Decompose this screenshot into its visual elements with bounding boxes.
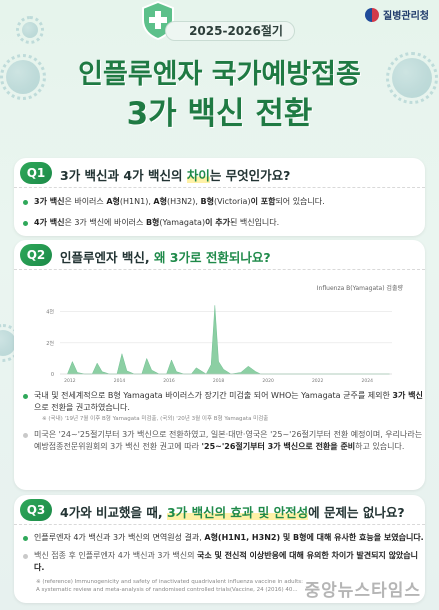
bullet-text: (H3N2), <box>166 197 201 206</box>
q3-question: 4가와 비교했을 때, 3가 백신의 효과 및 안전성에 문제는 없나요? <box>60 502 405 521</box>
virus-decoration-icon <box>0 54 46 100</box>
chart-x-tick-label: 2024 <box>361 378 373 384</box>
q1-badge: Q1 <box>20 162 52 184</box>
chart-x-tick-label: 2014 <box>114 378 126 384</box>
bullet-text: 하고 있습니다. <box>355 442 405 451</box>
chart-area-series <box>67 305 390 375</box>
bullet-text: 인플루엔자 4가 백신과 3가 백신의 면역원성 결과, <box>34 533 205 542</box>
bullet-text: (H1N1), <box>119 197 154 206</box>
chart-legend: Influenza B(Yamagata) 검출량 <box>316 285 403 292</box>
chart-y-tick-label: 2천 <box>46 340 54 347</box>
q1-bullet-1: 3가 백신은 바이러스 A형(H1N1), A형(H3N2), B형(Victo… <box>14 196 425 208</box>
season-badge: 2025-2026절기 <box>165 21 295 41</box>
q3-question-highlight: 3가 백신의 효과 및 안전성 <box>167 505 309 520</box>
q2-bullet-1: 국내 및 전세계적으로 B형 Yamagata 바이러스가 장기간 미검출 되어… <box>14 390 425 414</box>
chart-x-tick-label: 2012 <box>64 378 76 384</box>
chart-x-tick-label: 2016 <box>163 378 175 384</box>
bullet-bold: A형 <box>153 197 167 206</box>
q2-header: Q2 인플루엔자 백신, 왜 3가로 전환되나요? <box>14 240 425 270</box>
chart-x-tick-label: 2018 <box>213 378 225 384</box>
bullet-text: 은 3가 백신에 바이러스 <box>64 218 146 227</box>
q3-reference: ※ (reference) Immunogenicity and safety … <box>36 578 346 594</box>
bullet-text: 미국은 '24~'25절기부터 3가 백신으로 전환하였고, 일본·대만·영국은… <box>34 430 423 451</box>
bullet-bold: B형 <box>200 197 214 206</box>
chart-x-tick-label: 2022 <box>312 378 324 384</box>
q3-bullet-1: 인플루엔자 4가 백신과 3가 백신의 면역원성 결과, A형(H1N1, H3… <box>14 532 425 544</box>
q3-header: Q3 4가와 비교했을 때, 3가 백신의 효과 및 안전성에 문제는 없나요? <box>14 495 425 525</box>
bullet-text: 된 백신입니다. <box>229 218 280 227</box>
bullet-bold: 이 포함 <box>250 197 276 206</box>
q3-card: Q3 4가와 비교했을 때, 3가 백신의 효과 및 안전성에 문제는 없나요?… <box>14 495 425 603</box>
yamagata-chart: 0 2천 4천 2012 2014 2016 2018 2020 2022 2024 <box>46 305 392 384</box>
bullet-bold: '25~'26절기부터 3가 백신으로 전환을 준비 <box>201 442 356 451</box>
chart-x-tick-label: 2020 <box>262 378 274 384</box>
q1-question-part: 3가 백신과 4가 백신의 <box>60 168 187 183</box>
chart-y-tick-label: 4천 <box>46 309 54 316</box>
q3-bullet-2: 백신 접종 후 인플루엔자 4가 백신과 3가 백신의 국소 및 전신적 이상반… <box>14 550 425 574</box>
bullet-bold: B형 <box>145 218 160 227</box>
bullet-bold: 국소 및 전신적 이상반응에 대해 유의한 차이가 발견되지 않았습니다. <box>34 551 419 572</box>
chart-y-tick-label: 0 <box>51 372 54 378</box>
virus-decoration-icon <box>16 16 44 44</box>
logo-text: 질병관리청 <box>383 11 429 22</box>
q1-header: Q1 3가 백신과 4가 백신의 차이는 무엇인가요? <box>14 158 425 188</box>
q1-question-part: 는 무엇인가요? <box>209 168 291 183</box>
q3-badge: Q3 <box>20 499 52 521</box>
bullet-text: 으로 전환을 권고하였습니다. <box>34 403 130 412</box>
bullet-bold: 4가 백신 <box>34 218 65 227</box>
bullet-bold: A형(H1N1, H3N2) 및 B형에 대해 유사한 효능을 보였습니다. <box>204 533 424 542</box>
bullet-bold: A형 <box>106 197 120 206</box>
bullet-text: (Yamagata) <box>159 218 206 227</box>
q1-bullet-2: 4가 백신은 3가 백신에 바이러스 B형(Yamagata)이 추가된 백신입… <box>14 217 425 229</box>
q3-question-part: 에 문제는 없나요? <box>308 505 405 520</box>
q1-question-highlight: 차이 <box>186 168 210 183</box>
q2-question-part: 인플루엔자 백신, <box>60 250 154 265</box>
virus-decoration-icon <box>386 52 438 104</box>
bullet-text: 되어 있습니다. <box>275 197 325 206</box>
bullet-text: (Victoria) <box>213 197 251 206</box>
kdca-logo: 질병관리청 <box>365 7 429 22</box>
q2-badge: Q2 <box>20 244 52 266</box>
page-title-line2: 3가 백신 전환 <box>126 96 313 132</box>
reference-line-2: A systematic review and meta-analysis of… <box>36 587 298 593</box>
bullet-bold: 이 추가 <box>205 218 230 227</box>
q1-card: Q1 3가 백신과 4가 백신의 차이는 무엇인가요? 3가 백신은 바이러스 … <box>14 158 425 236</box>
reference-line-1: ※ (reference) Immunogenicity and safety … <box>36 579 304 585</box>
bullet-text: 백신 접종 후 인플루엔자 4가 백신과 3가 백신의 <box>34 551 198 560</box>
page-title-line1: 인플루엔자 국가예방접종 <box>78 59 361 90</box>
q3-question-part: 4가와 비교했을 때, <box>60 505 168 520</box>
bullet-bold: 3가 백신 <box>34 197 65 206</box>
bullet-text: 은 바이러스 <box>64 197 107 206</box>
q2-question-highlight: 왜 3가로 전환되나요? <box>153 250 271 265</box>
q1-question: 3가 백신과 4가 백신의 차이는 무엇인가요? <box>60 165 290 184</box>
q2-question: 인플루엔자 백신, 왜 3가로 전환되나요? <box>60 247 271 266</box>
bullet-text: 국내 및 전세계적으로 B형 Yamagata 바이러스가 장기간 미검출 되어… <box>34 391 393 400</box>
q2-bullet-2: 미국은 '24~'25절기부터 3가 백신으로 전환하였고, 일본·대만·영국은… <box>14 429 425 453</box>
bullet-bold: 3가 백신 <box>392 391 423 400</box>
watermark-text: 중앙뉴스타임스 <box>304 581 421 601</box>
q2-bullets: 국내 및 전세계적으로 B형 Yamagata 바이러스가 장기간 미검출 되어… <box>14 390 425 453</box>
kdca-logo-icon <box>365 7 379 22</box>
q2-note: ※ (국내) '19년 7월 이후 B형 Yamagata 미검출, (국외) … <box>42 416 269 422</box>
